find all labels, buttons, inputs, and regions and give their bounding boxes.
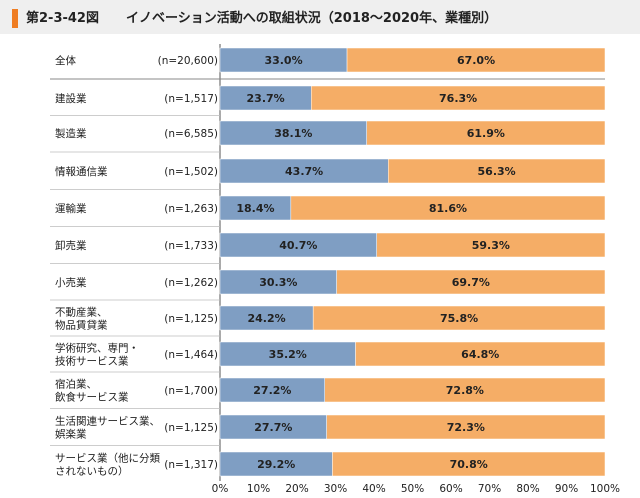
bar-segment-series-2 (346, 47, 606, 73)
data-label-series-1: 27.2% (253, 384, 291, 397)
data-label-series-1: 43.7% (285, 165, 323, 178)
category-label: 製造業 (55, 127, 87, 140)
category-label: 建設業 (55, 92, 87, 105)
data-label-series-1: 27.7% (254, 421, 292, 434)
category-label: 物品賃貸業 (55, 319, 108, 332)
bar-segment-series-1 (219, 341, 356, 367)
sample-size-label: (n=6,585) (164, 128, 218, 140)
x-tick-label: 100% (590, 483, 620, 495)
bar-segment-series-1 (219, 195, 292, 221)
x-tick-label: 70% (478, 483, 501, 495)
category-label: 娯楽業 (55, 428, 87, 441)
bar-segment-series-1 (219, 414, 327, 440)
category-label: 宿泊業、 (55, 378, 97, 391)
bar-segment-series-2 (366, 120, 606, 146)
data-label-series-2: 61.9% (467, 127, 505, 140)
bar-segment-series-1 (219, 451, 333, 477)
sample-size-label: (n=1,733) (164, 240, 218, 252)
x-tick-label: 30% (324, 483, 347, 495)
x-tick-label: 90% (555, 483, 578, 495)
bar-segment-series-1 (219, 158, 389, 184)
category-label: 運輸業 (55, 202, 87, 215)
bar-segment-series-1 (219, 232, 377, 258)
figure-title: イノベーション活動への取組状況（2018～2020年、業種別） (126, 11, 498, 26)
data-label-series-1: 24.2% (247, 312, 285, 325)
category-label: 卸売業 (55, 239, 87, 252)
data-label-series-2: 59.3% (472, 239, 510, 252)
data-label-series-2: 72.3% (447, 421, 485, 434)
sample-size-label: (n=1,262) (164, 277, 218, 289)
category-label: サービス業（他に分類 (55, 452, 160, 465)
x-tick-label: 40% (362, 483, 385, 495)
bar-segment-series-2 (310, 85, 606, 111)
data-label-series-1: 30.3% (259, 276, 297, 289)
data-label-series-1: 23.7% (247, 92, 285, 105)
x-tick-label: 50% (401, 483, 424, 495)
bar-segment-series-2 (290, 195, 606, 221)
figure-number: 第2-3-42図 (26, 11, 99, 26)
category-label: 不動産業、 (55, 306, 108, 319)
bar-segment-series-1 (219, 305, 314, 331)
bar-segment-series-2 (332, 451, 606, 477)
sample-size-label: (n=20,600) (158, 55, 218, 67)
data-label-series-1: 29.2% (257, 458, 295, 471)
sample-size-label: (n=1,125) (164, 422, 218, 434)
data-label-series-1: 33.0% (264, 54, 302, 67)
category-label: 全体 (55, 54, 76, 67)
data-label-series-2: 70.8% (450, 458, 488, 471)
category-label: 飲食サービス業 (55, 391, 129, 404)
category-label: 学術研究、専門・ (55, 342, 139, 355)
sample-size-label: (n=1,700) (164, 385, 218, 397)
data-label-series-2: 64.8% (461, 348, 499, 361)
bar-segment-series-2 (326, 414, 606, 440)
header-accent-bar (12, 9, 18, 28)
data-label-series-2: 67.0% (457, 54, 495, 67)
bar-segment-series-2 (312, 305, 606, 331)
sample-size-label: (n=1,125) (164, 313, 218, 325)
bar-segment-series-1 (219, 85, 312, 111)
data-label-series-2: 69.7% (452, 276, 490, 289)
category-label: 小売業 (55, 276, 87, 289)
data-label-series-2: 75.8% (440, 312, 478, 325)
x-tick-label: 20% (285, 483, 308, 495)
x-tick-label: 80% (516, 483, 539, 495)
sample-size-label: (n=1,502) (164, 166, 218, 178)
bar-segment-series-2 (376, 232, 606, 258)
data-label-series-1: 35.2% (269, 348, 307, 361)
bar-segment-series-2 (336, 269, 606, 295)
x-tick-label: 0% (212, 483, 229, 495)
data-label-series-2: 76.3% (439, 92, 477, 105)
category-label: 技術サービス業 (55, 355, 129, 368)
x-tick-label: 10% (247, 483, 270, 495)
data-label-series-1: 18.4% (236, 202, 274, 215)
bar-segment-series-2 (324, 377, 606, 403)
data-label-series-2: 81.6% (429, 202, 467, 215)
data-label-series-1: 40.7% (279, 239, 317, 252)
sample-size-label: (n=1,263) (164, 203, 218, 215)
category-label: されないもの） (55, 466, 129, 478)
category-label: 生活関連サービス業、 (55, 415, 160, 428)
data-label-series-2: 72.8% (446, 384, 484, 397)
bar-segment-series-2 (355, 341, 606, 367)
bar-segment-series-1 (219, 269, 337, 295)
bar-segment-series-1 (219, 377, 325, 403)
bar-segment-series-2 (387, 158, 606, 184)
x-tick-label: 60% (439, 483, 462, 495)
sample-size-label: (n=1,464) (164, 349, 218, 361)
category-label: 情報通信業 (55, 165, 108, 178)
data-label-series-2: 56.3% (478, 165, 516, 178)
sample-size-label: (n=1,317) (164, 459, 218, 471)
data-label-series-1: 38.1% (274, 127, 312, 140)
sample-size-label: (n=1,517) (164, 93, 218, 105)
figure-header: 第2-3-42図 イノベーション活動への取組状況（2018～2020年、業種別） (0, 0, 640, 34)
